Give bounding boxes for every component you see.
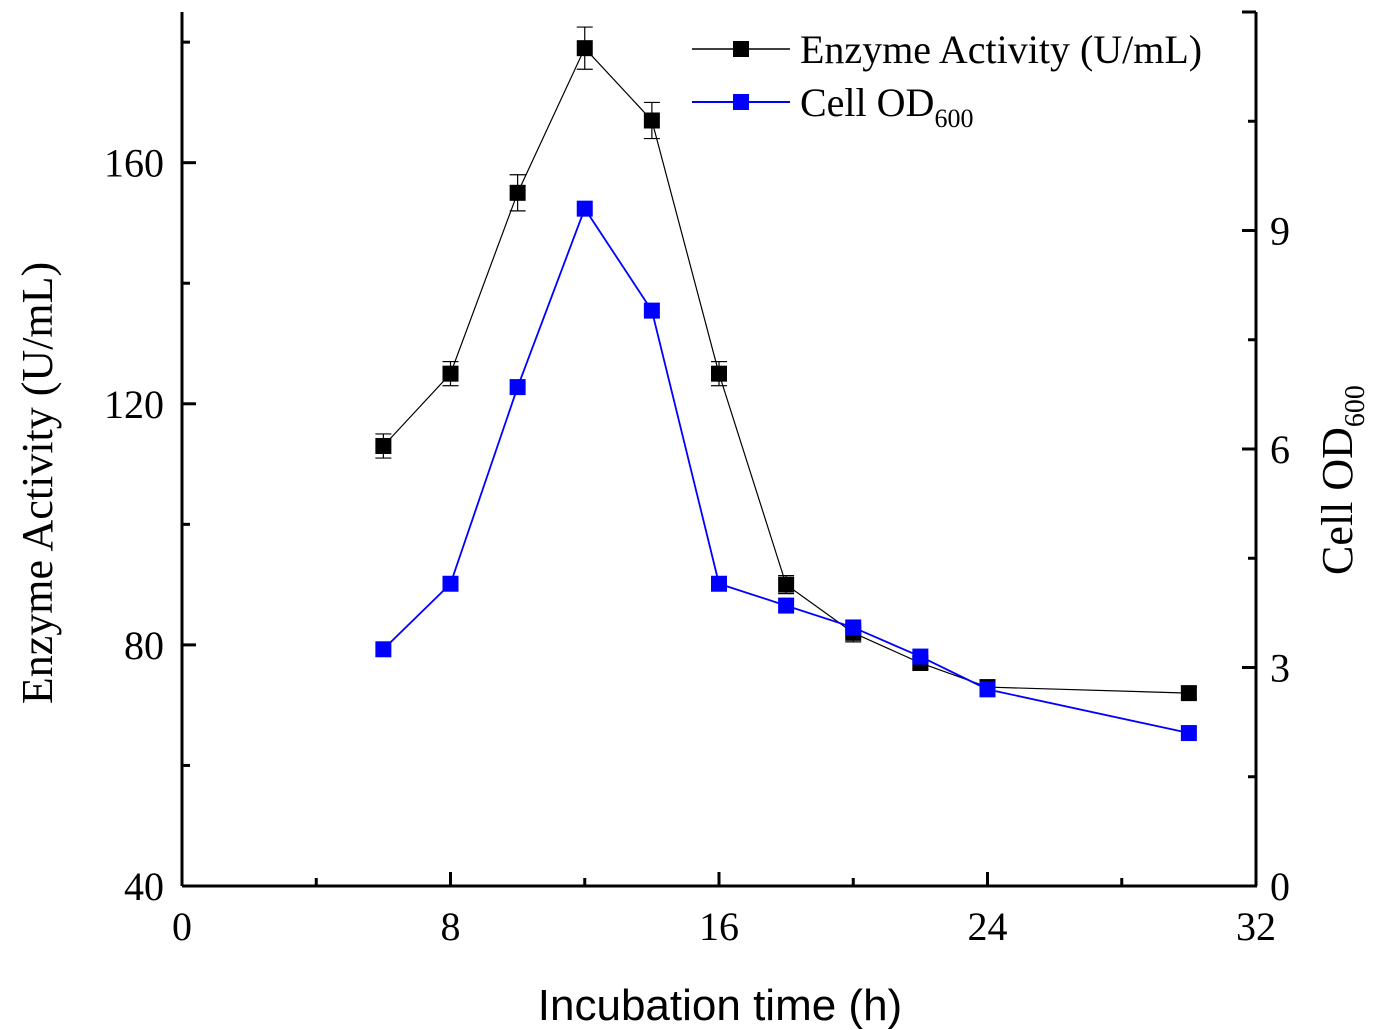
y-axis-left-title: Enzyme Activity (U/mL) [13,262,62,704]
data-point-od [845,619,862,636]
data-point-enzyme [509,184,526,201]
data-point-enzyme [442,365,459,382]
data-point-enzyme [576,40,593,57]
x-tick-label: 0 [172,904,192,949]
data-point-od [979,681,996,698]
ticks [180,10,1258,888]
y-right-tick-label: 0 [1270,864,1290,909]
tick-labels: 0 8 16 24 32 40 80 120 160 0 3 6 9 [104,141,1290,949]
y-right-tick-label: 3 [1270,646,1290,691]
data-point-od [576,200,593,217]
data-point-od [1180,725,1197,742]
legend-label-od-sub: 600 [934,104,973,133]
data-point-enzyme [643,112,660,129]
data-point-od [509,379,526,396]
x-tick-label: 24 [968,904,1008,949]
y-right-tick-label: 9 [1270,209,1290,254]
data-point-enzyme [778,576,795,593]
x-tick-label: 32 [1236,904,1276,949]
y-right-tick-label: 6 [1270,427,1290,472]
y-left-tick-label: 40 [124,864,164,909]
y-left-tick-label: 120 [104,382,164,427]
series-line-od [382,206,1190,734]
y-left-tick-label: 160 [104,141,164,186]
legend: Enzyme Activity (U/mL) Cell OD600 [692,27,1202,133]
data-point-od [711,575,727,592]
series-layer [375,26,1197,742]
y-axis-right-title-sub: 600 [1340,385,1371,427]
data-point-od [643,302,660,319]
data-point-enzyme [711,365,727,382]
legend-marker-od [733,94,749,110]
data-point-enzyme [1180,685,1197,702]
y-left-tick-label: 80 [124,623,164,668]
data-point-od [442,575,459,592]
series-line-enzyme [382,47,1189,694]
x-tick-label: 8 [441,904,461,949]
x-axis-title: Incubation time (h) [538,981,902,1030]
legend-marker-enzyme [733,41,749,57]
data-point-od [778,597,795,614]
y-axis-right-title-main: Cell OD [1313,427,1362,575]
legend-label-od-main: Cell OD [800,80,934,125]
data-point-od [375,641,392,658]
legend-label-od: Cell OD600 [800,80,973,133]
data-point-od [912,648,929,665]
y-axis-right-title: Cell OD600 [1313,385,1371,575]
data-point-enzyme [375,437,392,454]
axes [180,12,1258,888]
x-tick-label: 16 [699,904,739,949]
legend-label-enzyme: Enzyme Activity (U/mL) [800,27,1202,72]
